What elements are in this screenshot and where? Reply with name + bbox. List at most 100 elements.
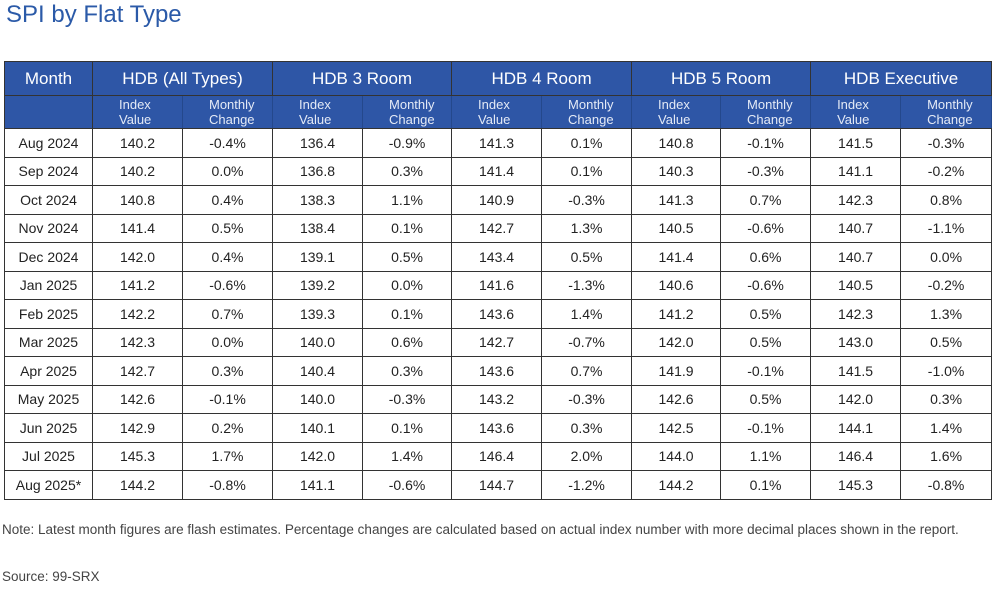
- table-row: Sep 2024 140.2 0.0% 136.8 0.3% 141.4 0.1% 140.3…: [4, 156, 993, 186]
- index-value-subheader: Index Value: [810, 95, 902, 129]
- index-value-cell: 143.6: [451, 413, 543, 443]
- index-value-cell: 141.1: [810, 156, 902, 186]
- group-header: HDB 5 Room: [631, 61, 812, 96]
- monthly-change-cell: -0.4%: [181, 128, 274, 158]
- index-value-cell: 141.3: [631, 185, 722, 215]
- index-value-cell: 140.8: [92, 185, 183, 215]
- monthly-change-cell: -1.3%: [541, 270, 633, 300]
- spi-table: Month HDB (All Types) HDB 3 Room HDB 4 Roo…: [4, 61, 993, 500]
- index-value-cell: 140.6: [631, 270, 722, 300]
- index-value-cell: 136.8: [272, 156, 364, 186]
- index-value-cell: 145.3: [92, 441, 183, 471]
- monthly-change-cell: 1.3%: [541, 213, 633, 243]
- index-value-cell: 139.2: [272, 270, 364, 300]
- page-title: SPI by Flat Type: [6, 1, 182, 28]
- table-row: Aug 2024 140.2 -0.4% 136.4 -0.9% 141.3 0.1% 140…: [4, 128, 993, 158]
- monthly-change-cell: -0.6%: [720, 213, 812, 243]
- monthly-change-cell: 0.6%: [720, 242, 812, 272]
- index-value-cell: 144.7: [451, 470, 543, 500]
- subheader-line: Index: [119, 97, 151, 112]
- index-value-cell: 142.2: [92, 299, 183, 329]
- index-value-cell: 142.0: [810, 384, 902, 414]
- index-value-cell: 143.2: [451, 384, 543, 414]
- monthly-change-cell: 0.5%: [541, 242, 633, 272]
- monthly-change-cell: 0.0%: [900, 242, 993, 272]
- group-header: HDB 4 Room: [451, 61, 633, 96]
- index-value-cell: 141.4: [92, 213, 183, 243]
- subheader-line: Monthly: [209, 97, 255, 112]
- subheader-line: Value: [299, 112, 332, 127]
- monthly-change-cell: 0.3%: [900, 384, 993, 414]
- monthly-change-cell: 1.4%: [362, 441, 453, 471]
- monthly-change-cell: -0.7%: [541, 327, 633, 357]
- index-value-cell: 140.1: [272, 413, 364, 443]
- month-cell: Aug 2024: [4, 128, 93, 158]
- monthly-change-cell: 0.2%: [181, 413, 274, 443]
- index-value-cell: 138.4: [272, 213, 364, 243]
- month-cell: Apr 2025: [4, 356, 93, 386]
- subheader-line: Value: [478, 112, 511, 127]
- subheader-line: Monthly: [747, 97, 793, 112]
- monthly-change-cell: 1.3%: [900, 299, 993, 329]
- group-header: HDB 3 Room: [272, 61, 453, 96]
- month-cell: Nov 2024: [4, 213, 93, 243]
- index-value-cell: 138.3: [272, 185, 364, 215]
- index-value-cell: 140.5: [810, 270, 902, 300]
- monthly-change-cell: 0.6%: [362, 327, 453, 357]
- monthly-change-cell: 0.1%: [541, 128, 633, 158]
- monthly-change-cell: -0.6%: [362, 470, 453, 500]
- monthly-change-cell: 0.5%: [362, 242, 453, 272]
- monthly-change-cell: 0.7%: [541, 356, 633, 386]
- monthly-change-cell: 0.1%: [362, 213, 453, 243]
- index-value-subheader: Index Value: [92, 95, 183, 129]
- index-value-cell: 142.7: [451, 213, 543, 243]
- month-cell: Feb 2025: [4, 299, 93, 329]
- month-subheader-blank: [4, 95, 93, 129]
- subheader-line: Index: [478, 97, 510, 112]
- month-cell: Mar 2025: [4, 327, 93, 357]
- index-value-cell: 140.2: [92, 156, 183, 186]
- group-header: HDB (All Types): [91, 61, 274, 96]
- subheader-line: Value: [837, 112, 870, 127]
- monthly-change-cell: 0.3%: [541, 413, 633, 443]
- monthly-change-subheader: Monthly Change: [541, 95, 633, 129]
- monthly-change-cell: -0.2%: [900, 270, 993, 300]
- index-value-cell: 142.7: [451, 327, 543, 357]
- table-row: Feb 2025 142.2 0.7% 139.3 0.1% 143.6 1.4% 141.2…: [4, 299, 993, 329]
- index-value-cell: 141.2: [92, 270, 183, 300]
- monthly-change-cell: 0.5%: [720, 384, 812, 414]
- month-cell: Dec 2024: [4, 242, 93, 272]
- index-value-cell: 141.3: [451, 128, 543, 158]
- table-row: Aug 2025* 144.2 -0.8% 141.1 -0.6% 144.7 -1.2% 1…: [4, 470, 993, 500]
- index-value-cell: 141.1: [272, 470, 364, 500]
- index-value-cell: 142.9: [92, 413, 183, 443]
- subheader-line: Index: [299, 97, 331, 112]
- monthly-change-cell: -1.0%: [900, 356, 993, 386]
- index-value-cell: 140.3: [631, 156, 722, 186]
- index-value-cell: 141.4: [451, 156, 543, 186]
- index-value-cell: 142.5: [631, 413, 722, 443]
- index-value-cell: 142.0: [631, 327, 722, 357]
- index-value-cell: 143.4: [451, 242, 543, 272]
- monthly-change-cell: 1.1%: [362, 185, 453, 215]
- monthly-change-cell: -1.1%: [900, 213, 993, 243]
- monthly-change-cell: 0.7%: [181, 299, 274, 329]
- monthly-change-cell: -0.3%: [541, 384, 633, 414]
- index-value-cell: 140.0: [272, 384, 364, 414]
- index-value-cell: 146.4: [810, 441, 902, 471]
- subheader-line: Change: [568, 112, 614, 127]
- index-value-cell: 142.0: [272, 441, 364, 471]
- monthly-change-cell: 0.1%: [541, 156, 633, 186]
- index-value-cell: 139.1: [272, 242, 364, 272]
- monthly-change-cell: 1.4%: [900, 413, 993, 443]
- month-cell: Jan 2025: [4, 270, 93, 300]
- monthly-change-cell: 0.5%: [181, 213, 274, 243]
- index-value-cell: 141.2: [631, 299, 722, 329]
- index-value-cell: 140.9: [451, 185, 543, 215]
- subheader-line: Monthly: [389, 97, 435, 112]
- table-row: Mar 2025 142.3 0.0% 140.0 0.6% 142.7 -0.7% 142.…: [4, 327, 993, 357]
- index-value-cell: 139.3: [272, 299, 364, 329]
- monthly-change-cell: -0.9%: [362, 128, 453, 158]
- monthly-change-cell: -0.3%: [720, 156, 812, 186]
- month-cell: Oct 2024: [4, 185, 93, 215]
